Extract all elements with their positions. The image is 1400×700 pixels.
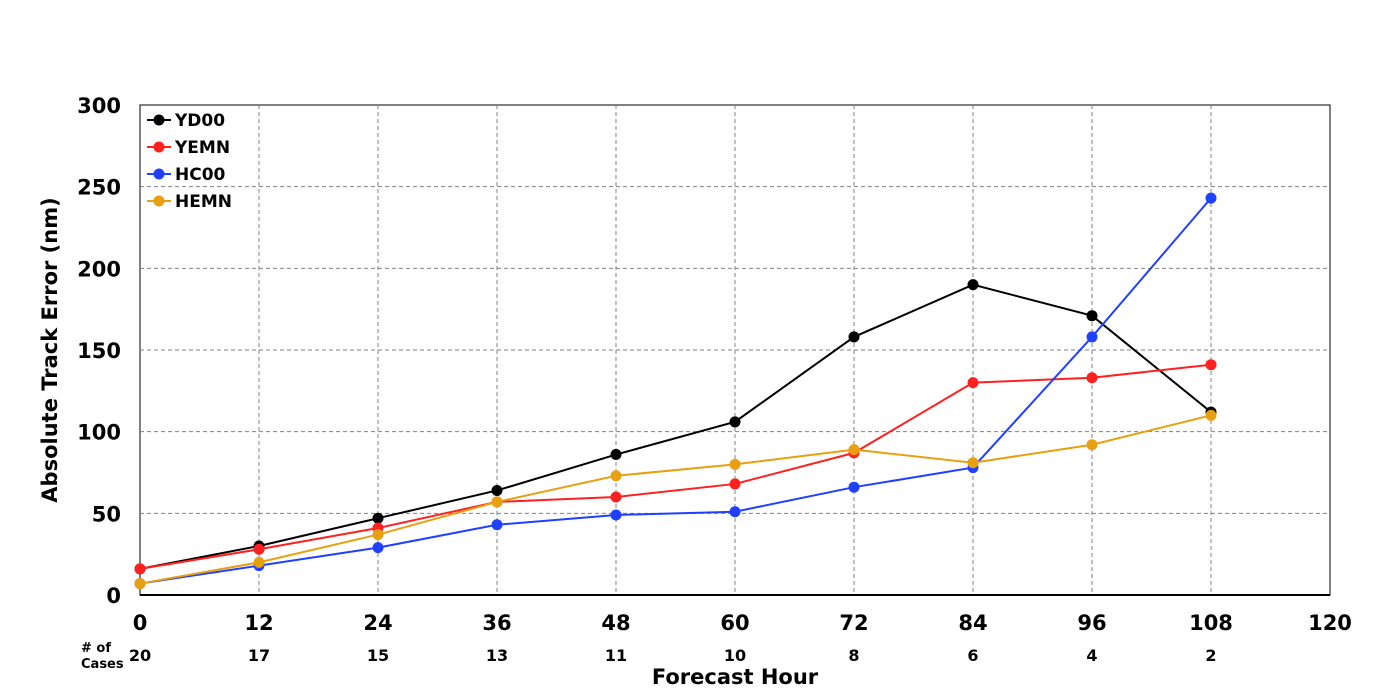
data-point xyxy=(729,416,741,428)
legend-item-hc00: HC00 xyxy=(147,165,226,185)
legend-item-hemn: HEMN xyxy=(147,192,232,212)
data-point xyxy=(1086,331,1098,343)
x-tick-label: 120 xyxy=(1308,611,1352,635)
y-tick-label: 200 xyxy=(77,257,121,281)
data-point xyxy=(848,444,860,456)
legend-marker xyxy=(153,114,165,126)
case-count-label: 6 xyxy=(967,646,978,665)
series-hc00 xyxy=(134,192,1217,590)
data-point xyxy=(729,506,741,518)
legend-label: YD00 xyxy=(174,111,225,131)
data-point xyxy=(491,484,503,496)
data-point xyxy=(491,519,503,531)
legend-item-yemn: YEMN xyxy=(147,138,230,158)
data-point xyxy=(729,478,741,490)
legend-item-yd00: YD00 xyxy=(147,111,225,131)
legend-label: YEMN xyxy=(174,138,230,158)
data-point xyxy=(253,543,265,555)
series-line-yemn xyxy=(139,363,1212,570)
x-tick-label: 24 xyxy=(363,611,392,635)
data-point xyxy=(134,563,146,575)
data-point xyxy=(610,509,622,521)
x-tick-label: 0 xyxy=(133,611,148,635)
data-point xyxy=(491,496,503,508)
case-counts: 20 17 15 13 11 10 8 6 4 2 xyxy=(129,646,1217,665)
x-tick-label: 12 xyxy=(244,611,273,635)
data-point xyxy=(729,458,741,470)
case-count-label: 15 xyxy=(367,646,389,665)
x-tick-label: 84 xyxy=(958,611,987,635)
series-line-hemn xyxy=(139,414,1212,585)
x-tick-label: 108 xyxy=(1189,611,1233,635)
y-tick-label: 0 xyxy=(106,584,121,608)
data-point xyxy=(372,529,384,541)
y-tick-label: 100 xyxy=(77,421,121,445)
x-axis-title: Forecast Hour xyxy=(652,665,819,689)
data-point xyxy=(134,578,146,590)
data-point xyxy=(1205,192,1217,204)
series-lines xyxy=(134,192,1217,590)
y-tick-labels: 0 50 100 150 200 250 300 xyxy=(77,94,121,608)
data-point xyxy=(372,512,384,524)
y-axis-title: Absolute Track Error (nm) xyxy=(38,197,62,502)
data-point xyxy=(967,279,979,291)
cases-label-line2: Cases xyxy=(81,657,124,672)
y-tick-label: 50 xyxy=(92,502,121,526)
x-tick-label: 96 xyxy=(1077,611,1106,635)
data-point xyxy=(848,331,860,343)
case-count-label: 10 xyxy=(724,646,746,665)
y-tick-label: 250 xyxy=(77,176,121,200)
series-line-yd00 xyxy=(139,283,1212,570)
legend-marker xyxy=(153,195,165,207)
case-count-label: 4 xyxy=(1086,646,1097,665)
y-tick-label: 150 xyxy=(77,339,121,363)
data-point xyxy=(1205,359,1217,371)
legend-marker xyxy=(153,141,165,153)
x-tick-labels: 0 12 24 36 48 60 72 84 96 108 120 xyxy=(133,611,1352,635)
data-point xyxy=(1205,409,1217,421)
data-point xyxy=(1086,372,1098,384)
data-point xyxy=(610,449,622,461)
data-point xyxy=(1086,439,1098,451)
legend-label: HEMN xyxy=(175,192,232,212)
data-point xyxy=(848,481,860,493)
data-point xyxy=(372,542,384,554)
case-count-label: 13 xyxy=(486,646,508,665)
data-point xyxy=(253,556,265,568)
series-hemn xyxy=(134,409,1217,590)
cases-label-line1: # of xyxy=(81,641,111,656)
case-count-label: 8 xyxy=(848,646,859,665)
case-count-label: 20 xyxy=(129,646,151,665)
x-tick-label: 60 xyxy=(720,611,749,635)
data-point xyxy=(967,377,979,389)
data-point xyxy=(610,491,622,503)
case-count-label: 17 xyxy=(248,646,270,665)
x-tick-label: 36 xyxy=(482,611,511,635)
case-count-label: 11 xyxy=(605,646,627,665)
series-line-hc00 xyxy=(139,197,1212,585)
data-point xyxy=(1086,310,1098,322)
x-tick-label: 72 xyxy=(839,611,868,635)
legend-marker xyxy=(153,168,165,180)
data-point xyxy=(967,457,979,469)
y-tick-label: 300 xyxy=(77,94,121,118)
x-tick-label: 48 xyxy=(601,611,630,635)
legend-label: HC00 xyxy=(175,165,226,185)
case-count-label: 2 xyxy=(1205,646,1216,665)
data-point xyxy=(610,470,622,482)
legend: YD00 YEMN HC00 HEMN xyxy=(147,111,232,212)
